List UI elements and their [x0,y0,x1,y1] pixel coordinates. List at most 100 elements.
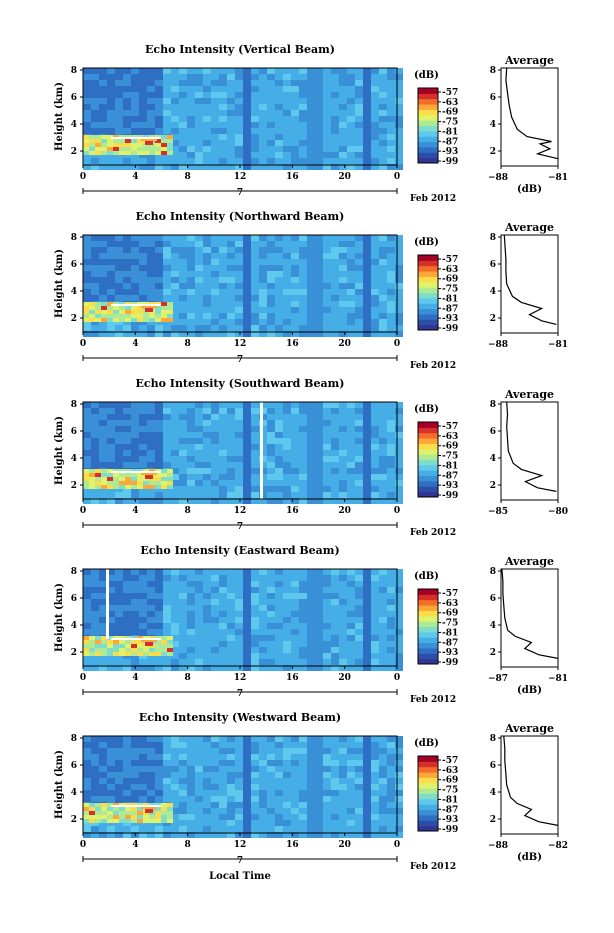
heatmap-cell [171,784,179,790]
heatmap-cell [379,241,387,247]
heatmap-cell [187,832,195,838]
heatmap-cell [187,74,195,80]
heatmap-cell [395,408,403,414]
heatmap-cell [323,247,331,253]
heatmap-cell [363,736,371,742]
heatmap-cell [251,80,259,86]
heatmap-cell [161,477,167,481]
heatmap-cell [147,277,155,283]
heatmap-cell [163,623,171,629]
heatmap-cell [187,826,195,832]
heatmap-cell [145,473,153,479]
heatmap-cell [131,811,137,815]
heatmap-cell [219,796,227,802]
heatmap-cell [371,623,379,629]
heatmap-cell [137,477,143,481]
heatmap-cell [379,587,387,593]
heatmap-cell [395,760,403,766]
heatmap-cell [123,110,131,116]
heatmap-cell [203,253,211,259]
heatmap-cell [219,122,227,128]
heatmap-cell [275,665,283,671]
heatmap-cell [363,611,371,617]
heatmap-cell [395,122,403,128]
heatmap-cell [291,832,299,838]
heatmap-cell [355,122,363,128]
heatmap-cell [163,629,171,635]
heatmap-cell [355,74,363,80]
heatmap-cell [395,653,403,659]
profile-y-tick-label: 4 [490,454,496,464]
heatmap-cell [379,164,387,170]
heatmap-cell [195,647,203,653]
heatmap-cell [347,778,355,784]
heatmap-cell [275,74,283,80]
heatmap-cell [395,641,403,647]
heatmap-cell [147,253,155,259]
heatmap-cell [291,283,299,289]
y-tick-label: 6 [71,427,77,437]
heatmap-cell [227,498,235,504]
heatmap-cell [339,259,347,265]
heatmap-cell [179,575,187,581]
heatmap-cell [291,289,299,295]
heatmap-cell [235,110,243,116]
heatmap-cell [251,480,259,486]
heatmap-cell [379,283,387,289]
heatmap-cell [259,289,267,295]
heatmap-cell [331,605,339,611]
heatmap-cell [323,241,331,247]
heatmap-cell [395,74,403,80]
heatmap-cell [143,147,149,151]
heatmap-cell [267,772,275,778]
heatmap-cell [371,313,379,319]
heatmap-cell [331,259,339,265]
heatmap-cell [131,778,139,784]
heatmap-cell [203,444,211,450]
heatmap-cell [275,832,283,838]
heatmap-cell [83,485,89,489]
heatmap-cell [123,116,131,122]
heatmap-cell [363,462,371,468]
heatmap-cell [95,139,101,143]
heatmap-cell [259,760,267,766]
heatmap-cell [259,301,267,307]
heatmap-cell [251,492,259,498]
heatmap-cell [195,140,203,146]
heatmap-cell [219,456,227,462]
heatmap-cell [137,314,143,318]
heatmap-cell [149,652,155,656]
heatmap-cell [315,271,323,277]
heatmap-cell [259,295,267,301]
heatmap-cell [323,480,331,486]
heatmap-cell [131,325,139,331]
heatmap-cell [315,122,323,128]
heatmap-cell [387,146,395,152]
heatmap-cell [347,784,355,790]
heatmap-cell [125,143,131,147]
colorbar-segment [418,642,438,649]
colorbar-segment [418,793,438,800]
heatmap-cell [131,151,137,155]
heatmap-cell [155,477,161,481]
heatmap-cell [347,426,355,432]
heatmap-cell [235,408,243,414]
heatmap-cell [131,253,139,259]
heatmap-cell [291,754,299,760]
heatmap-cell [267,414,275,420]
heatmap-cell [331,826,339,832]
heatmap-cell [227,623,235,629]
heatmap-cell [291,140,299,146]
heatmap-cell [291,617,299,623]
heatmap-cell [291,414,299,420]
heatmap-cell [91,426,99,432]
heatmap-cell [187,295,195,301]
heatmap-cell [163,271,171,277]
heatmap-cell [243,653,251,659]
panel-title: Echo Intensity (Northward Beam) [136,210,345,223]
heatmap-cell [155,432,163,438]
heatmap-cell [227,659,235,665]
heatmap-cell [355,283,363,289]
heatmap-cell [167,151,173,155]
heatmap-cell [291,814,299,820]
